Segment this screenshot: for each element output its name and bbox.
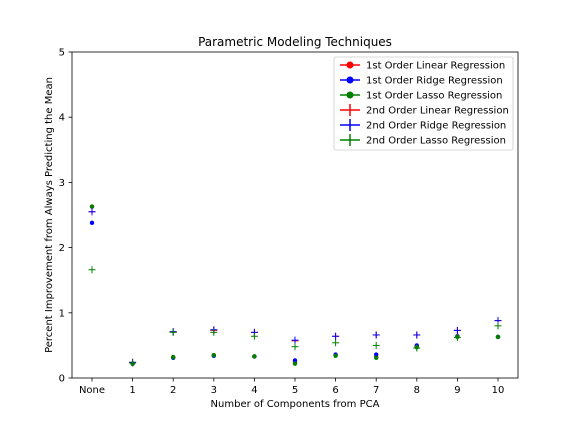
x-tick-label: 2	[170, 385, 176, 396]
legend-item: 2nd Order Lasso Regression	[340, 134, 506, 147]
x-tick-label: 5	[292, 385, 298, 396]
data-point	[453, 334, 461, 342]
data-point	[211, 352, 216, 358]
chart-title: Parametric Modeling Techniques	[198, 35, 392, 49]
legend-item: 1st Order Linear Regression	[340, 61, 505, 72]
legend-label: 1st Order Lasso Regression	[366, 91, 502, 102]
legend-item: 1st Order Ridge Regression	[340, 76, 503, 87]
legend-item: 2nd Order Ridge Regression	[340, 119, 506, 132]
y-tick-label: 2	[59, 243, 65, 254]
data-point	[88, 208, 96, 216]
legend-marker	[346, 91, 354, 99]
legend-label: 2nd Order Ridge Regression	[366, 121, 506, 132]
x-axis: None 1 2 3 4 5 6 7 8 9 10	[79, 378, 504, 396]
data-point	[210, 328, 218, 336]
legend-label: 2nd Order Lasso Regression	[366, 136, 506, 147]
legend-item: 1st Order Lasso Regression	[340, 91, 502, 102]
legend-marker	[346, 61, 354, 69]
data-point	[372, 331, 380, 339]
data-point	[292, 361, 298, 366]
legend-label: 2nd Order Linear Regression	[366, 106, 509, 117]
legend-label: 1st Order Linear Regression	[366, 61, 505, 72]
x-tick-label: 8	[414, 385, 420, 396]
data-point	[494, 322, 502, 330]
data-point	[89, 204, 95, 209]
data-point	[413, 344, 421, 352]
data-point	[413, 331, 421, 339]
data-point	[374, 355, 379, 360]
data-point	[129, 359, 137, 367]
y-tick-label: 5	[59, 48, 65, 59]
data-point	[171, 354, 176, 360]
data-point	[372, 341, 380, 349]
x-tick-label: None	[79, 385, 105, 396]
x-tick-label: 9	[454, 385, 460, 396]
data-point	[169, 328, 177, 336]
legend-frame	[333, 56, 514, 151]
data-point	[89, 220, 95, 226]
y-tick-label: 1	[59, 308, 65, 319]
data-point	[332, 332, 340, 340]
x-tick-label: 3	[211, 385, 217, 396]
y-axis: 0 1 2 3 4 5	[59, 48, 72, 385]
legend-item: 2nd Order Linear Regression	[340, 104, 509, 117]
data-point	[453, 326, 461, 334]
legend-marker	[346, 76, 354, 84]
data-point	[291, 336, 299, 344]
data-point	[495, 334, 501, 340]
x-tick-label: 4	[251, 385, 257, 396]
y-tick-label: 3	[59, 178, 65, 189]
data-point	[88, 266, 96, 274]
x-axis-label: Number of Components from PCA	[211, 399, 380, 410]
y-axis-label: Percent Improvement from Always Predicti…	[44, 77, 55, 353]
x-tick-label: 7	[373, 385, 379, 396]
x-tick-label: 6	[332, 385, 338, 396]
data-point	[333, 353, 338, 359]
data-point	[291, 343, 299, 351]
y-tick-label: 0	[59, 374, 65, 385]
legend: 1st Order Linear Regression 1st Order Rid…	[333, 56, 514, 151]
data-point	[374, 352, 379, 357]
x-tick-label: 1	[129, 385, 135, 396]
data-point	[332, 339, 340, 347]
x-tick-label: 10	[492, 385, 505, 396]
data-points	[88, 204, 502, 367]
y-tick-label: 4	[59, 113, 65, 124]
legend-label: 1st Order Ridge Regression	[366, 76, 503, 87]
data-point	[292, 358, 298, 363]
data-point	[252, 354, 257, 359]
data-point	[250, 332, 258, 340]
